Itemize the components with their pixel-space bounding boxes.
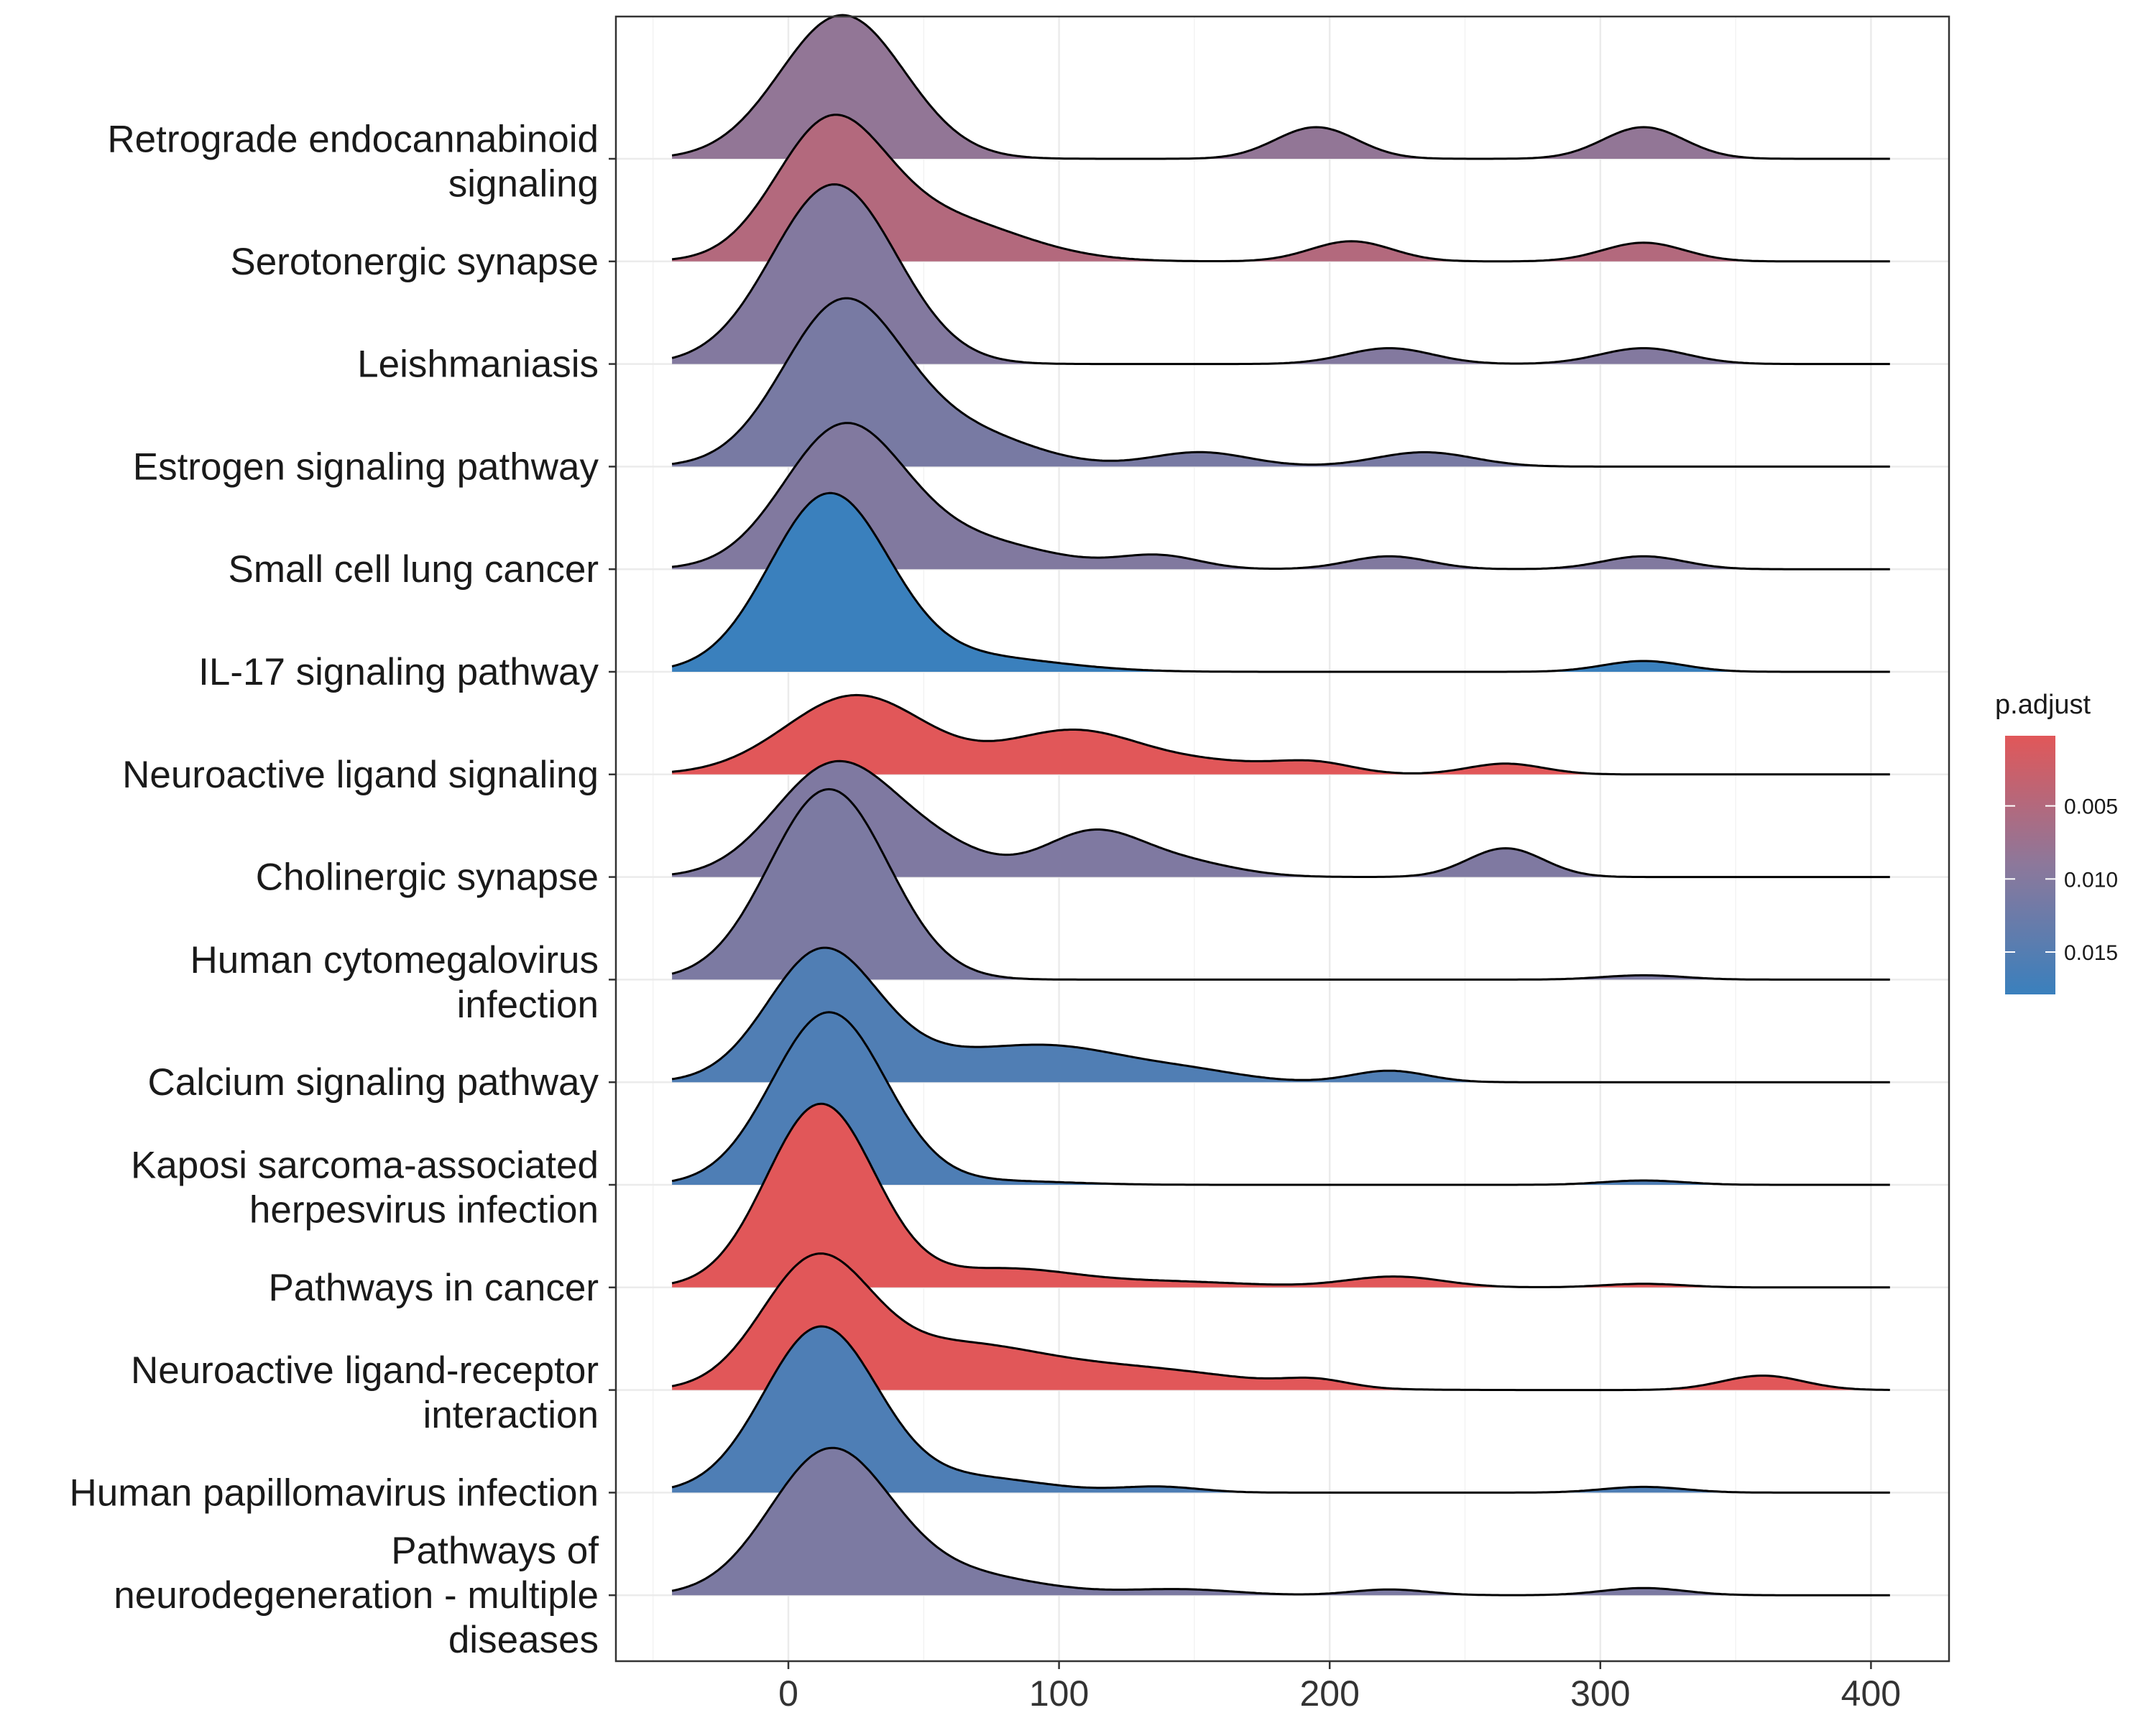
y-tick-label-line: Neuroactive ligand signaling [122,754,599,796]
ridge-human-cytomegalovirus-infection [671,787,1890,981]
ridge-outline [671,1011,1890,1186]
ridge-area [672,789,1890,980]
ridge-serotonergic-synapse [671,114,1890,263]
x-tick-label: 300 [1570,1673,1630,1714]
ridge-retrograde-endocannabinoid-signaling [671,14,1890,160]
ridge-area [672,298,1890,467]
ridge-outline [671,1252,1890,1392]
ridge-outline [671,787,1890,981]
ridge-outline [671,14,1890,160]
ridge-outline [671,759,1890,879]
ridge-area [672,948,1890,1083]
y-tick-label: Pathways in cancer [268,1267,599,1309]
ridge-il-17-signaling-pathway [671,491,1890,673]
ridge-small-cell-lung-cancer [671,422,1890,570]
ridge-outline [671,1102,1890,1289]
y-tick-label: Neuroactive ligand signaling [122,754,599,796]
y-tick-label-line: neurodegeneration - multiple [114,1574,599,1617]
ridge-outline [671,693,1890,776]
y-tick-label: Small cell lung cancer [228,548,599,591]
y-tick-label-line: Estrogen signaling pathway [133,445,599,488]
y-axis: Retrograde endocannabinoid signaling Serot… [70,119,616,1661]
ridge-neuroactive-ligand-signaling [671,693,1890,776]
y-tick-label-line: infection [457,984,599,1026]
y-tick-label-line: Human cytomegalovirus [190,939,599,981]
y-tick-label-line: Cholinergic synapse [256,856,599,899]
y-tick-label-line: Kaposi sarcoma-associated [131,1145,599,1187]
y-tick-label: Estrogen signaling pathway [133,445,599,488]
ridge-neuroactive-ligand-receptor-interaction [671,1252,1890,1392]
ridge-area [672,1253,1890,1390]
y-tick-label-line: Leishmaniasis [357,343,599,386]
y-tick-label-line: Retrograde endocannabinoid [107,119,599,161]
y-tick-label-line: Pathways of [391,1530,599,1572]
y-tick-label-line: Pathways in cancer [268,1267,599,1309]
x-tick-label: 100 [1029,1673,1089,1714]
y-tick-label: Neuroactive ligand-receptor interaction [131,1349,599,1436]
legend-tick-label: 0.005 [2064,795,2118,819]
legend-tick-label: 0.010 [2064,868,2118,892]
legend-tick-label: 0.015 [2064,941,2118,965]
ridge-outline [671,946,1890,1084]
y-tick-label-line: Human papillomavirus infection [70,1471,599,1514]
x-tick-label: 200 [1299,1673,1359,1714]
x-tick-label: 0 [778,1673,798,1714]
y-tick-label-line: interaction [423,1394,599,1436]
ridge-outline [671,422,1890,570]
ridge-pathways-of-neurodegeneration-multiple-diseases [671,1446,1890,1597]
y-tick-label-line: Serotonergic synapse [230,241,599,283]
y-tick-label: Leishmaniasis [357,343,599,386]
y-tick-label: IL-17 signaling pathway [198,651,599,693]
ridge-area [672,422,1890,570]
ridge-outline [671,491,1890,673]
ridge-calcium-signaling-pathway [671,946,1890,1084]
y-tick-label-line: Calcium signaling pathway [148,1061,599,1104]
ridge-area [672,493,1890,672]
ridge-outline [671,114,1890,263]
x-tick-label: 400 [1841,1673,1901,1714]
y-tick-label-line: Neuroactive ligand-receptor [131,1349,599,1392]
ridge-outline [671,1446,1890,1597]
legend: p.adjust 0.005 0.010 0.015 [1995,690,2118,994]
y-tick-label-line: diseases [448,1619,599,1661]
y-tick-label: Serotonergic synapse [230,241,599,283]
ridge-outline [671,1325,1890,1494]
ridge-leishmaniasis [671,183,1890,366]
ridges [671,14,1890,1597]
plot-border [614,15,1950,1663]
legend-colorbar [2005,736,2055,994]
legend-title: p.adjust [1995,690,2091,720]
y-tick-label: Calcium signaling pathway [148,1061,599,1104]
y-tick-label: Human cytomegalovirus infection [190,939,599,1026]
ridge-area [672,184,1890,364]
x-axis: 0 100 200 300 400 [778,1661,1901,1714]
ridge-estrogen-signaling-pathway [671,297,1890,468]
ridge-outline [671,183,1890,366]
y-tick-label: Cholinergic synapse [256,856,599,899]
ridge-outline [671,297,1890,468]
y-tick-label-line: herpesvirus infection [249,1189,599,1232]
y-tick-label: Human papillomavirus infection [70,1471,599,1514]
ridge-area [672,114,1890,262]
y-tick-label: Pathways of neurodegeneration - multiple d… [114,1530,599,1661]
y-tick-label: Retrograde endocannabinoid signaling [107,119,599,205]
ridge-area [672,1448,1890,1596]
y-tick-label-line: Small cell lung cancer [228,548,599,591]
y-tick-label: Kaposi sarcoma-associated herpesvirus inf… [131,1145,599,1232]
y-tick-label-line: IL-17 signaling pathway [198,651,599,693]
y-tick-label-line: signaling [448,163,599,205]
ridge-area [672,695,1890,775]
